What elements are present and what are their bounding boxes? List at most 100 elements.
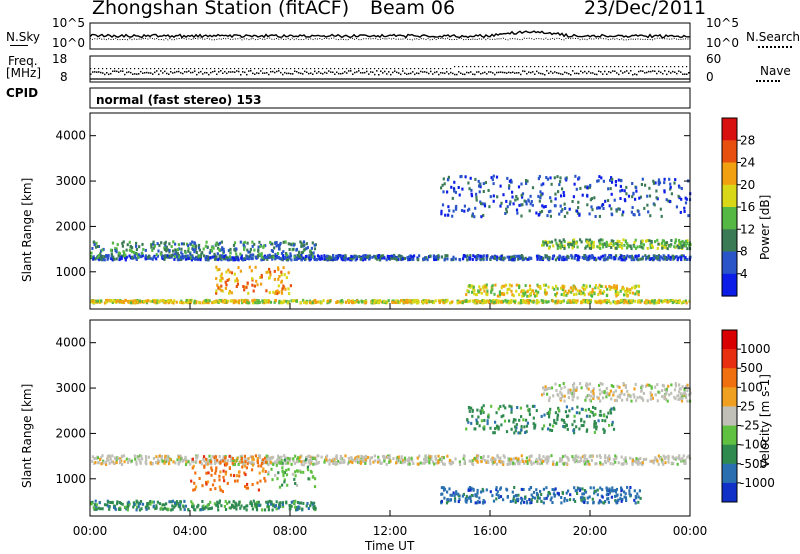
range-time-cell xyxy=(612,427,616,431)
range-time-cell xyxy=(280,279,283,283)
range-time-cell xyxy=(442,190,445,194)
range-time-cell xyxy=(278,275,281,278)
range-time-cell xyxy=(388,460,391,464)
range-time-cell xyxy=(102,257,105,261)
range-time-cell xyxy=(572,240,576,244)
range-time-cell xyxy=(423,257,426,261)
range-time-cell xyxy=(526,290,529,294)
range-time-cell xyxy=(512,255,515,259)
range-time-cell xyxy=(222,250,225,254)
range-time-cell xyxy=(684,201,688,205)
range-time-cell xyxy=(236,457,239,461)
range-time-cell xyxy=(559,176,562,180)
range-time-cell xyxy=(137,456,140,460)
range-time-cell xyxy=(199,508,202,512)
range-time-cell xyxy=(235,247,238,251)
range-time-cell xyxy=(477,415,480,419)
range-time-cell xyxy=(508,184,511,188)
range-time-cell xyxy=(231,457,235,460)
frequency-point xyxy=(678,70,680,72)
range-time-cell xyxy=(98,299,101,303)
frequency-point xyxy=(634,73,636,75)
range-time-cell xyxy=(485,257,488,261)
range-time-cell xyxy=(267,508,270,512)
frequency-point xyxy=(402,70,404,72)
range-time-cell xyxy=(286,255,290,259)
range-time-cell xyxy=(598,239,601,243)
range-time-cell xyxy=(335,455,338,459)
range-time-cell xyxy=(149,500,152,503)
range-time-cell xyxy=(355,257,359,261)
range-time-cell xyxy=(187,249,190,253)
frequency-point xyxy=(162,72,164,74)
range-time-cell xyxy=(569,493,572,497)
range-time-cell xyxy=(306,502,309,505)
range-time-cell xyxy=(462,454,466,458)
range-time-cell xyxy=(395,461,398,465)
range-time-cell xyxy=(309,257,312,261)
frequency-point xyxy=(468,72,470,74)
range-time-cell xyxy=(641,177,644,181)
nave-point xyxy=(358,68,360,70)
range-time-cell xyxy=(510,180,513,184)
range-time-cell xyxy=(285,501,288,505)
frequency-point xyxy=(656,72,658,75)
range-time-cell xyxy=(292,501,296,505)
range-time-cell xyxy=(138,253,141,257)
range-time-cell xyxy=(105,300,108,304)
range-time-cell xyxy=(492,499,496,503)
range-time-cell xyxy=(108,454,111,458)
range-time-cell xyxy=(655,256,658,260)
frequency-point xyxy=(242,71,244,73)
range-time-cell xyxy=(185,460,188,464)
range-time-cell xyxy=(680,258,683,262)
range-time-cell xyxy=(106,503,109,507)
range-time-cell xyxy=(106,299,109,303)
range-time-cell xyxy=(416,256,419,260)
range-time-cell xyxy=(297,505,300,509)
range-time-cell xyxy=(364,257,367,261)
range-time-cell xyxy=(244,484,247,488)
nave-point xyxy=(414,68,416,70)
range-time-cell xyxy=(107,256,110,260)
range-time-cell xyxy=(276,252,280,255)
nave-point xyxy=(682,66,684,68)
range-time-cell xyxy=(672,255,676,259)
range-time-cell xyxy=(452,255,455,259)
range-time-cell xyxy=(664,299,667,303)
range-time-cell xyxy=(329,299,332,303)
range-time-cell xyxy=(155,506,158,510)
frequency-point xyxy=(128,71,130,73)
range-time-cell xyxy=(498,292,501,296)
range-time-cell xyxy=(476,300,479,304)
range-time-cell xyxy=(657,462,660,466)
range-time-cell xyxy=(170,500,173,504)
range-time-cell xyxy=(573,486,576,490)
range-time-cell xyxy=(163,242,166,246)
range-time-cell xyxy=(549,498,552,502)
range-time-cell xyxy=(233,474,236,478)
nave-point xyxy=(422,68,424,70)
range-time-cell xyxy=(602,290,606,294)
range-time-cell xyxy=(635,189,638,193)
range-time-cell xyxy=(557,406,560,410)
range-time-cell xyxy=(145,458,148,462)
range-time-cell xyxy=(328,258,331,262)
range-time-cell xyxy=(571,246,574,250)
range-time-cell xyxy=(187,508,190,512)
range-time-cell xyxy=(216,252,219,256)
range-time-cell xyxy=(605,487,609,491)
frequency-point xyxy=(196,73,198,76)
range-time-cell xyxy=(639,300,642,304)
range-time-cell xyxy=(172,249,175,253)
range-time-cell xyxy=(224,470,228,474)
frequency-point xyxy=(138,73,140,75)
range-time-cell xyxy=(102,461,105,465)
frequency-point xyxy=(464,73,466,76)
range-time-cell xyxy=(235,252,238,256)
range-time-cell xyxy=(549,176,552,180)
range-time-cell xyxy=(403,257,407,260)
range-time-cell xyxy=(270,500,273,504)
range-time-cell xyxy=(272,463,275,466)
range-time-cell xyxy=(618,256,621,260)
